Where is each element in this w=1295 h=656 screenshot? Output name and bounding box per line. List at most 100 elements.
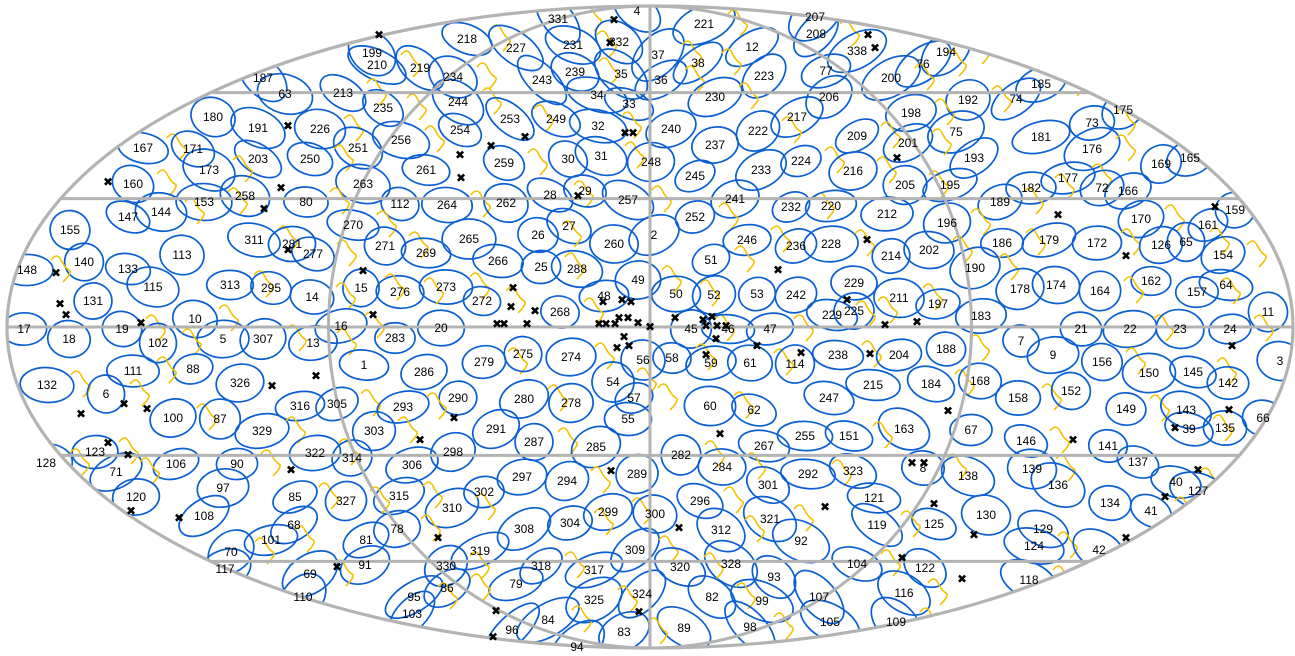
x-marker-icon: ✖ (55, 297, 65, 311)
region-contour (674, 159, 716, 193)
region-label: 171 (183, 142, 203, 156)
region-label: 78 (390, 522, 404, 536)
region-label: 163 (894, 422, 914, 436)
region-label: 199 (362, 46, 382, 60)
region-contour (882, 122, 934, 164)
region-contour (903, 230, 955, 270)
region-label: 254 (450, 123, 470, 137)
region-contour (272, 480, 318, 514)
region-label: 222 (748, 124, 768, 138)
region-label: 299 (598, 505, 618, 519)
yellow-contour (286, 324, 307, 352)
yellow-contour (658, 535, 679, 563)
region-label: 217 (787, 110, 807, 124)
yellow-contour (343, 114, 364, 142)
region-label: 161 (1198, 218, 1218, 232)
region-label: 261 (416, 163, 436, 177)
x-marker-icon: ✖ (606, 464, 616, 478)
region-label: 282 (671, 448, 691, 462)
yellow-contour (254, 537, 275, 565)
x-marker-icon: ✖ (286, 463, 296, 477)
yellow-contour (335, 282, 356, 310)
region-label: 169 (1151, 157, 1171, 171)
region-label: 189 (990, 195, 1010, 209)
x-marker-icon: ✖ (332, 560, 342, 574)
region-label: 180 (203, 110, 223, 124)
region-contour (198, 398, 242, 440)
region-contour (526, 177, 574, 213)
x-marker-icon: ✖ (126, 504, 136, 518)
region-contour (570, 425, 622, 469)
region-contour (906, 365, 956, 403)
x-marker-icon: ✖ (61, 308, 71, 322)
region-label: 59 (704, 356, 718, 370)
x-marker-icon: ✖ (1160, 490, 1170, 504)
region-contour (472, 243, 524, 279)
yellow-contour (969, 334, 990, 362)
region-label: 73 (1085, 116, 1099, 130)
region-contour (1026, 335, 1080, 375)
region-label: 216 (843, 164, 863, 178)
yellow-contour (928, 170, 949, 198)
region-label: 114 (785, 357, 804, 371)
region-contour (324, 480, 368, 522)
region-label: 191 (248, 121, 268, 135)
region-label: 130 (976, 508, 996, 522)
region-contour (431, 78, 485, 126)
yellow-contour (914, 63, 935, 91)
x-marker-icon: ✖ (670, 311, 680, 325)
region-contour (104, 252, 152, 286)
region-contour (342, 521, 390, 559)
x-marker-icon: ✖ (907, 456, 917, 470)
region-contour (1117, 199, 1165, 239)
x-marker-icon: ✖ (620, 126, 630, 140)
yellow-contour (156, 356, 177, 384)
region-label: 175 (1113, 103, 1133, 117)
yellow-contour (1212, 414, 1233, 442)
yellow-contour (617, 585, 638, 613)
region-contour (803, 225, 859, 263)
region-label: 81 (359, 533, 373, 547)
region-label: 104 (847, 557, 867, 571)
yellow-contour (156, 169, 177, 197)
region-label: 62 (747, 403, 761, 417)
sky-border (5, 4, 1295, 650)
region-label: 242 (786, 288, 806, 302)
region-contour (331, 439, 373, 477)
yellow-contour (1286, 403, 1293, 431)
region-contour (578, 279, 630, 313)
region-contour (215, 447, 259, 481)
region-contour (691, 126, 739, 164)
region-label: 31 (594, 149, 608, 163)
region-label: 235 (373, 101, 393, 115)
region-contour (631, 28, 685, 82)
x-marker-icon: ✖ (103, 175, 113, 189)
region-label: 72 (1095, 181, 1109, 195)
region-contour (441, 218, 497, 260)
region-label: 118 (1019, 573, 1038, 587)
region-contour (770, 95, 824, 139)
yellow-contour (770, 225, 791, 253)
yellow-contour (376, 210, 397, 238)
yellow-contour (400, 50, 421, 78)
region-label: 226 (310, 122, 330, 136)
region-contour (342, 268, 380, 308)
region-contour (672, 41, 724, 85)
x-marker-icon: ✖ (701, 348, 711, 362)
region-contour (620, 339, 666, 381)
region-label: 133 (118, 262, 138, 276)
region-label: 214 (881, 249, 901, 263)
region-label: 29 (578, 184, 592, 198)
region-label: 76 (916, 57, 930, 71)
region-contour (603, 401, 653, 437)
region-contour (903, 547, 947, 589)
yellow-contour (931, 128, 952, 156)
region-contour (885, 93, 937, 133)
yellow-contour (651, 185, 672, 213)
x-marker-icon: ✖ (628, 126, 638, 140)
region-label: 113 (172, 248, 191, 262)
region-label: 247 (819, 391, 839, 405)
region-label: 210 (367, 58, 387, 72)
x-marker-icon: ✖ (259, 202, 269, 216)
region-label: 307 (253, 332, 273, 346)
